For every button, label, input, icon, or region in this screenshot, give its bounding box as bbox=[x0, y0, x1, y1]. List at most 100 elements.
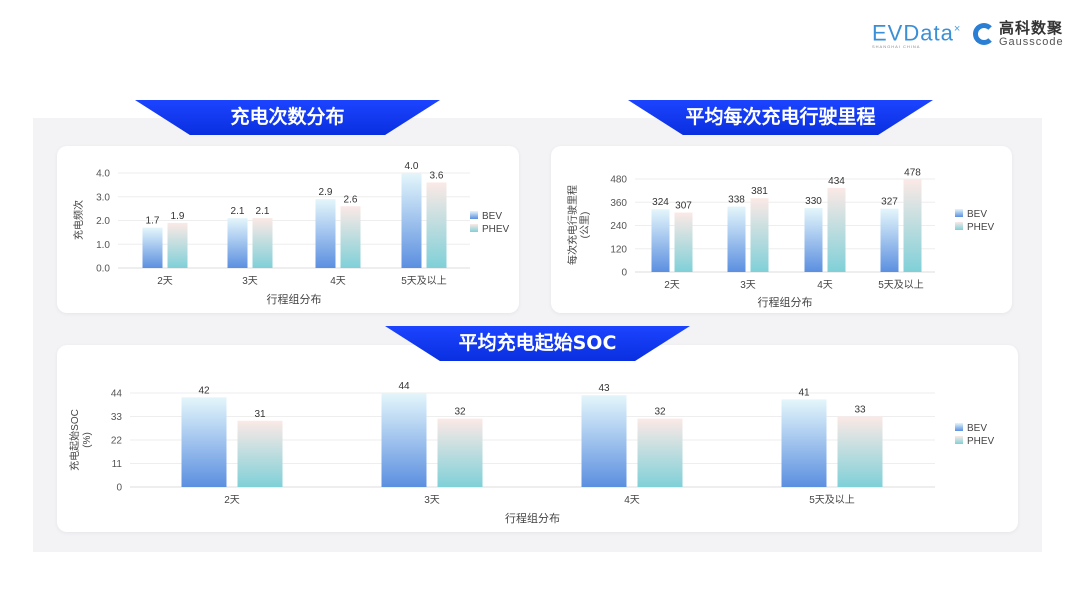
y-tick-label: 22 bbox=[111, 436, 123, 447]
y-axis-title: 充电频次 bbox=[72, 200, 85, 240]
data-label: 32 bbox=[654, 407, 666, 418]
banner-charge-frequency: 充电次数分布 bbox=[135, 100, 440, 135]
x-axis-title: 行程组分布 bbox=[758, 295, 813, 309]
phev-bar bbox=[426, 182, 447, 268]
legend-swatch-bev bbox=[470, 211, 478, 219]
legend-label: PHEV bbox=[482, 224, 510, 235]
phev-bar bbox=[237, 420, 283, 487]
x-tick-label: 3天 bbox=[424, 495, 440, 506]
data-label: 324 bbox=[652, 197, 669, 208]
phev-bar bbox=[252, 218, 273, 268]
x-tick-label: 3天 bbox=[242, 276, 258, 287]
y-tick-label: 3.0 bbox=[96, 192, 110, 203]
y-tick-label: 33 bbox=[111, 412, 123, 423]
bev-bar bbox=[227, 218, 248, 268]
data-label: 381 bbox=[751, 186, 768, 197]
phev-bar bbox=[167, 222, 188, 268]
x-tick-label: 2天 bbox=[224, 495, 240, 506]
y-tick-label: 1.0 bbox=[96, 240, 110, 251]
y-tick-label: 0 bbox=[621, 268, 627, 279]
phev-bar bbox=[340, 206, 361, 268]
data-label: 43 bbox=[598, 383, 610, 394]
y-tick-label: 4.0 bbox=[96, 169, 110, 180]
x-axis-title: 行程组分布 bbox=[505, 511, 560, 525]
legend-swatch-bev bbox=[955, 209, 963, 217]
phev-bar bbox=[637, 418, 683, 487]
y-axis-title: 充电起始SOC(%) bbox=[68, 409, 93, 471]
bev-bar bbox=[651, 209, 670, 272]
card-avg-distance bbox=[551, 146, 1012, 313]
chart-2: 0 11 22 33 44 2天 42 31 3天 44 32 4天 43 32 5天及以上 41 33 行程组分… bbox=[68, 381, 995, 525]
y-axis-title-unit: (%) bbox=[82, 432, 93, 448]
bev-bar bbox=[401, 173, 422, 268]
y-tick-label: 120 bbox=[610, 244, 627, 255]
evdata-logo: EVData× SHANGHAI CHINA bbox=[872, 20, 962, 50]
y-tick-label: 360 bbox=[610, 198, 627, 209]
phev-bar bbox=[827, 187, 846, 272]
data-label: 434 bbox=[828, 176, 845, 187]
data-label: 1.7 bbox=[146, 216, 160, 227]
chart-0: 0.0 1.0 2.0 3.0 4.0 2天 1.7 1.9 3天 2.1 2.1 4天 2.9 2.6 5… bbox=[72, 161, 510, 306]
legend-label: BEV bbox=[482, 211, 502, 222]
phev-bar bbox=[437, 418, 483, 487]
x-tick-label: 2天 bbox=[157, 276, 173, 287]
bev-bar bbox=[880, 208, 899, 272]
x-axis-title: 行程组分布 bbox=[267, 292, 322, 306]
data-label: 2.6 bbox=[344, 194, 358, 205]
data-label: 2.1 bbox=[231, 206, 245, 217]
data-label: 33 bbox=[854, 405, 866, 416]
y-axis-title-unit: (公里) bbox=[579, 212, 591, 239]
bev-bar bbox=[315, 199, 336, 268]
data-label: 1.9 bbox=[171, 211, 185, 222]
x-tick-label: 3天 bbox=[740, 280, 756, 291]
y-axis-title-line: 每次充电行驶里程 bbox=[566, 185, 579, 265]
x-tick-label: 5天及以上 bbox=[401, 275, 447, 287]
x-tick-label: 4天 bbox=[330, 276, 346, 287]
phev-bar bbox=[674, 212, 693, 272]
legend-swatch-bev bbox=[955, 423, 963, 431]
x-tick-label: 4天 bbox=[624, 495, 640, 506]
bev-bar bbox=[142, 227, 163, 268]
gausscode-logo: 高科数聚 Gausscode bbox=[973, 20, 1064, 48]
y-tick-label: 44 bbox=[111, 389, 123, 400]
y-tick-label: 11 bbox=[112, 459, 123, 470]
y-tick-label: 0.0 bbox=[96, 264, 110, 275]
data-label: 2.1 bbox=[256, 206, 270, 217]
y-tick-label: 240 bbox=[610, 221, 627, 232]
x-tick-label: 2天 bbox=[664, 280, 680, 291]
data-label: 41 bbox=[798, 387, 810, 398]
data-label: 330 bbox=[805, 196, 822, 207]
x-tick-label: 5天及以上 bbox=[809, 494, 855, 506]
x-tick-label: 4天 bbox=[817, 280, 833, 291]
data-label: 32 bbox=[454, 407, 466, 418]
bev-bar bbox=[781, 399, 827, 487]
gausscode-mark-icon bbox=[973, 23, 995, 45]
chart-1: 0 120 240 360 480 2天 324 307 3天 338 381 4天 330 434 5天及… bbox=[566, 167, 995, 309]
banner-avg-distance: 平均每次充电行驶里程 bbox=[628, 100, 933, 135]
legend-label: PHEV bbox=[967, 222, 995, 233]
phev-bar bbox=[903, 179, 922, 272]
legend-label: PHEV bbox=[967, 436, 995, 447]
data-label: 338 bbox=[728, 195, 745, 206]
phev-bar bbox=[750, 198, 769, 272]
data-label: 44 bbox=[398, 381, 410, 392]
bev-bar bbox=[181, 397, 227, 487]
data-label: 327 bbox=[881, 197, 898, 208]
legend-swatch-phev bbox=[955, 436, 963, 444]
phev-bar bbox=[837, 416, 883, 487]
legend-label: BEV bbox=[967, 423, 987, 434]
bev-bar bbox=[381, 393, 427, 487]
y-axis-title-line: 充电起始SOC bbox=[68, 409, 81, 471]
y-tick-label: 2.0 bbox=[96, 216, 110, 227]
banner-start-soc: 平均充电起始SOC bbox=[385, 326, 690, 361]
legend-swatch-phev bbox=[955, 222, 963, 230]
data-label: 2.9 bbox=[319, 187, 333, 198]
legend-label: BEV bbox=[967, 209, 987, 220]
data-label: 42 bbox=[198, 385, 210, 396]
y-tick-label: 0 bbox=[116, 483, 122, 494]
x-tick-label: 5天及以上 bbox=[878, 279, 924, 291]
bev-bar bbox=[804, 208, 823, 272]
data-label: 31 bbox=[254, 409, 266, 420]
bev-bar bbox=[581, 395, 627, 487]
y-tick-label: 480 bbox=[610, 175, 627, 186]
